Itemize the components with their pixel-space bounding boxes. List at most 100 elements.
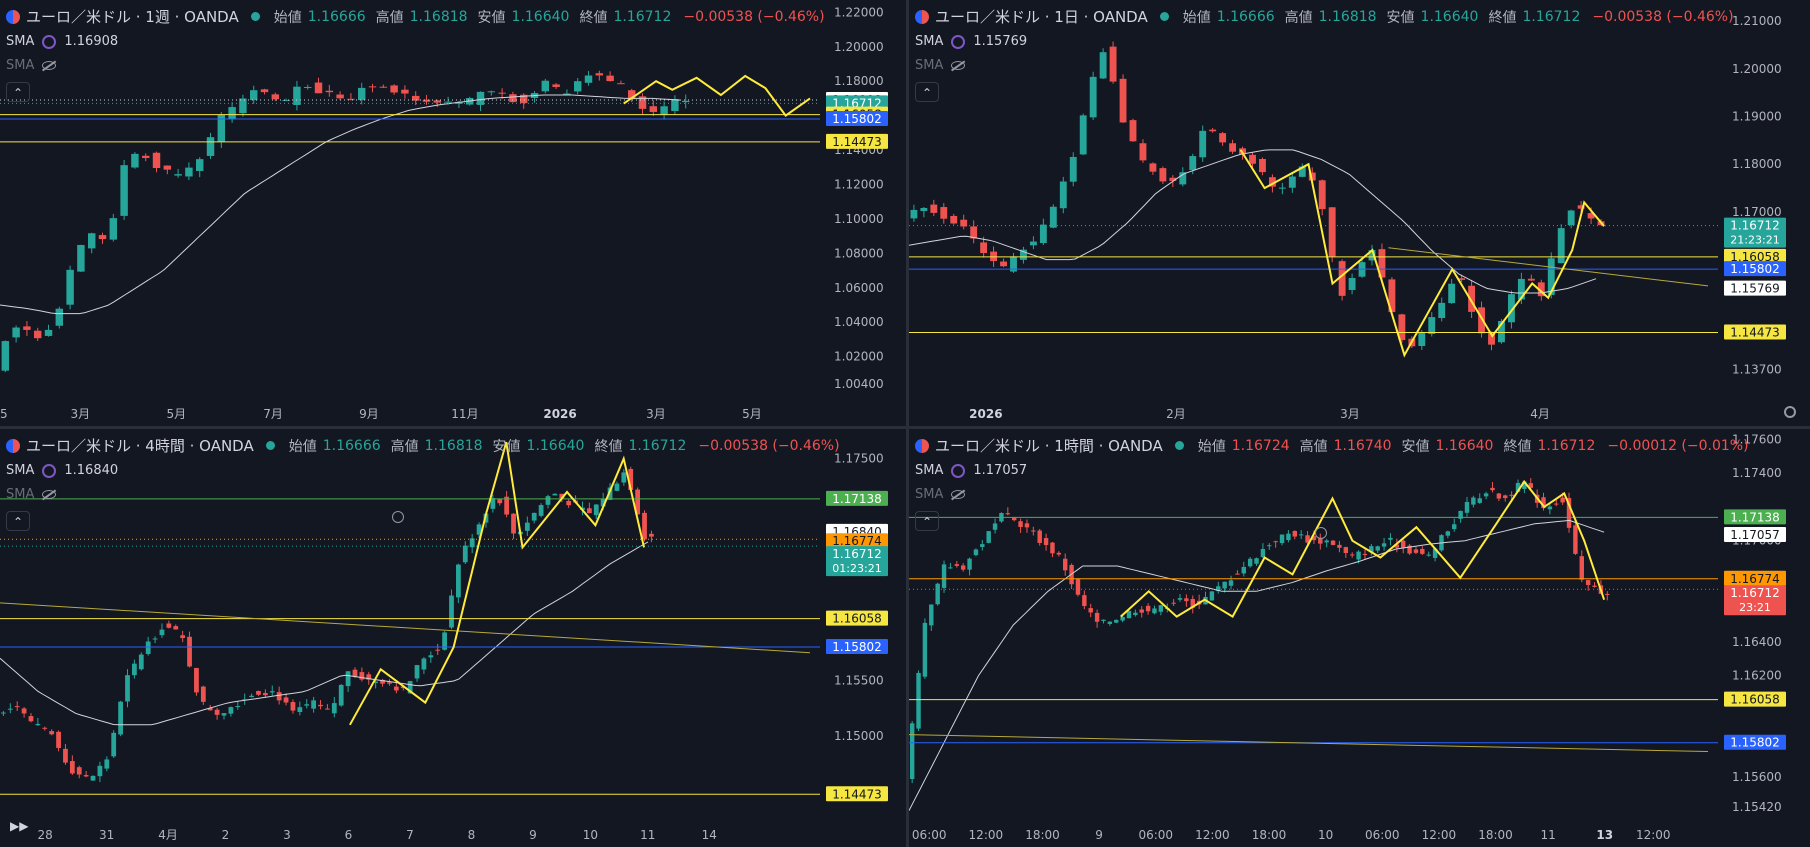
chart-panel-4h[interactable]: 1.17500 1.15500 1.15000 28 31 4月 2 3 6 7 8 9 10 11 14 1…	[0, 429, 906, 847]
time-axis[interactable]: 2026 2月 3月 4月	[969, 407, 1550, 421]
indicator-settings-icon[interactable]	[951, 34, 966, 49]
symbol-title[interactable]: ユーロ／米ドル · 1日 · OANDA	[935, 8, 1148, 26]
price-axis[interactable]: 1.220001.200001.180001.160001.140001.120…	[834, 5, 884, 391]
chart-panel-1h[interactable]: 1.176001.174001.170001.164001.162001.156…	[909, 429, 1810, 847]
trend-line[interactable]	[1388, 247, 1709, 287]
alarm-clock-icon[interactable]	[1315, 527, 1327, 539]
sma-line[interactable]	[0, 541, 649, 726]
candle-body	[1037, 530, 1042, 543]
eye-hidden-icon[interactable]	[951, 490, 966, 499]
sma-indicator-hidden[interactable]: SMA	[6, 487, 57, 502]
zigzag-drawing[interactable]	[623, 74, 811, 117]
price-axis[interactable]: 1.176001.174001.170001.164001.162001.156…	[1732, 432, 1782, 814]
price-tick-label: 1.16200	[1732, 669, 1782, 683]
zigzag-drawing[interactable]	[349, 441, 645, 726]
price-tag-label: 1.15802	[832, 640, 882, 654]
time-tick-label: 2	[222, 828, 230, 842]
low-value: 1.16640	[1420, 8, 1479, 25]
zigzag-drawing[interactable]	[1239, 149, 1605, 358]
trend-line[interactable]	[909, 734, 1709, 753]
zigzag-drawing[interactable]	[1120, 479, 1606, 618]
price-tick-label: 1.00400	[834, 377, 884, 391]
candle-body	[118, 701, 123, 735]
sma-indicator[interactable]: SMA 1.16840	[6, 463, 118, 478]
candle-body	[352, 669, 358, 677]
sma-indicator[interactable]: SMA 1.17057	[915, 463, 1027, 478]
sma-indicator-hidden[interactable]: SMA	[6, 58, 57, 73]
sma-line[interactable]	[909, 149, 1597, 294]
candle-body	[1229, 143, 1237, 152]
symbol-title[interactable]: ユーロ／米ドル · 1時間 · OANDA	[935, 437, 1163, 455]
candle-body	[1241, 566, 1246, 574]
candle-body	[90, 775, 96, 781]
price-tick-label: 1.06000	[834, 281, 884, 295]
close-value: 1.16712	[1522, 8, 1581, 25]
sma-indicator[interactable]: SMA 1.15769	[915, 34, 1027, 49]
symbol-title[interactable]: ユーロ／米ドル · 4時間 · OANDA	[26, 437, 254, 455]
chart-panel-daily[interactable]: 1.21000 1.20000 1.19000 1.18000 1.17000 1.137…	[909, 0, 1810, 426]
alarm-clock-icon[interactable]	[392, 511, 404, 523]
candle-body	[42, 727, 48, 729]
candle-body	[187, 636, 192, 667]
collapse-legend-button[interactable]: ⌃	[915, 511, 939, 531]
tradingview-logo-icon[interactable]: ▶▶	[10, 819, 29, 833]
price-tick-label: 1.17400	[1732, 466, 1782, 480]
candle-body	[1119, 78, 1127, 123]
time-tick-label: 4月	[158, 828, 178, 842]
sma-indicator-hidden[interactable]: SMA	[915, 487, 966, 502]
candle-body	[1190, 598, 1195, 608]
candle-body	[1547, 258, 1555, 295]
change-value: −0.00538 (−0.46%)	[1592, 8, 1734, 25]
chart-canvas[interactable]: 1.21000 1.20000 1.19000 1.18000 1.17000 1.137…	[909, 0, 1810, 426]
candle-body	[1216, 586, 1221, 592]
sma-indicator-hidden[interactable]: SMA	[915, 58, 966, 73]
sma-line[interactable]	[0, 94, 681, 315]
time-axis[interactable]: 25 3月 5月 7月 9月 11月 2026 3月 5月	[0, 407, 762, 421]
time-axis[interactable]: 28 31 4月 2 3 6 7 8 9 10 11 14	[37, 828, 716, 842]
chart-panel-weekly[interactable]: 1.220001.200001.180001.160001.140001.120…	[0, 0, 906, 426]
horizontal-divider[interactable]	[0, 426, 1810, 429]
price-axis[interactable]: 1.17500 1.15500 1.15000	[834, 452, 884, 743]
change-value: −0.00538 (−0.46%)	[683, 8, 825, 25]
price-tick-label: 1.18000	[1732, 157, 1782, 171]
trend-line[interactable]	[0, 602, 811, 654]
candle-body	[1273, 541, 1278, 543]
candle-body	[271, 94, 280, 100]
candle-body	[1107, 621, 1113, 624]
candle-body	[1349, 554, 1355, 556]
vertical-divider[interactable]	[906, 0, 909, 847]
candle-body	[428, 655, 434, 658]
collapse-legend-button[interactable]: ⌃	[6, 511, 30, 531]
candle-body	[174, 174, 182, 176]
candle-body	[584, 75, 593, 83]
indicator-settings-icon[interactable]	[42, 463, 57, 478]
chart-canvas[interactable]: 1.220001.200001.180001.160001.140001.120…	[0, 0, 906, 426]
sma-indicator[interactable]: SMA 1.16908	[6, 34, 118, 49]
candle-body	[283, 697, 289, 703]
candle-body	[44, 329, 53, 336]
eye-hidden-icon[interactable]	[951, 61, 966, 70]
time-axis[interactable]: 06:00 12:00 18:00 9 06:00 12:00 18:00 10 06:00 12…	[912, 828, 1671, 842]
indicator-settings-icon[interactable]	[42, 34, 57, 49]
collapse-legend-button[interactable]: ⌃	[915, 82, 939, 102]
candle-body	[422, 99, 431, 102]
price-tag-label: 1.16774	[1730, 572, 1780, 586]
price-axis[interactable]: 1.21000 1.20000 1.19000 1.18000 1.17000 1.137…	[1732, 14, 1782, 376]
eye-hidden-icon[interactable]	[42, 490, 57, 499]
candle-body	[1585, 580, 1591, 585]
settings-gear-icon[interactable]	[1784, 406, 1796, 418]
high-label: 高値	[390, 438, 419, 455]
chart-canvas[interactable]: 1.176001.174001.170001.164001.162001.156…	[909, 429, 1810, 847]
candle-body	[1050, 542, 1055, 554]
collapse-legend-button[interactable]: ⌃	[6, 82, 30, 102]
candle-body	[1179, 172, 1187, 185]
eye-hidden-icon[interactable]	[42, 61, 57, 70]
candle-body	[449, 595, 454, 628]
indicator-settings-icon[interactable]	[951, 463, 966, 478]
symbol-title[interactable]: ユーロ／米ドル · 1週 · OANDA	[26, 8, 239, 26]
sma-label: SMA	[915, 463, 944, 478]
candle-body	[476, 524, 482, 535]
chart-canvas[interactable]: 1.17500 1.15500 1.15000 28 31 4月 2 3 6 7 8 9 10 11 14 1…	[0, 429, 906, 847]
